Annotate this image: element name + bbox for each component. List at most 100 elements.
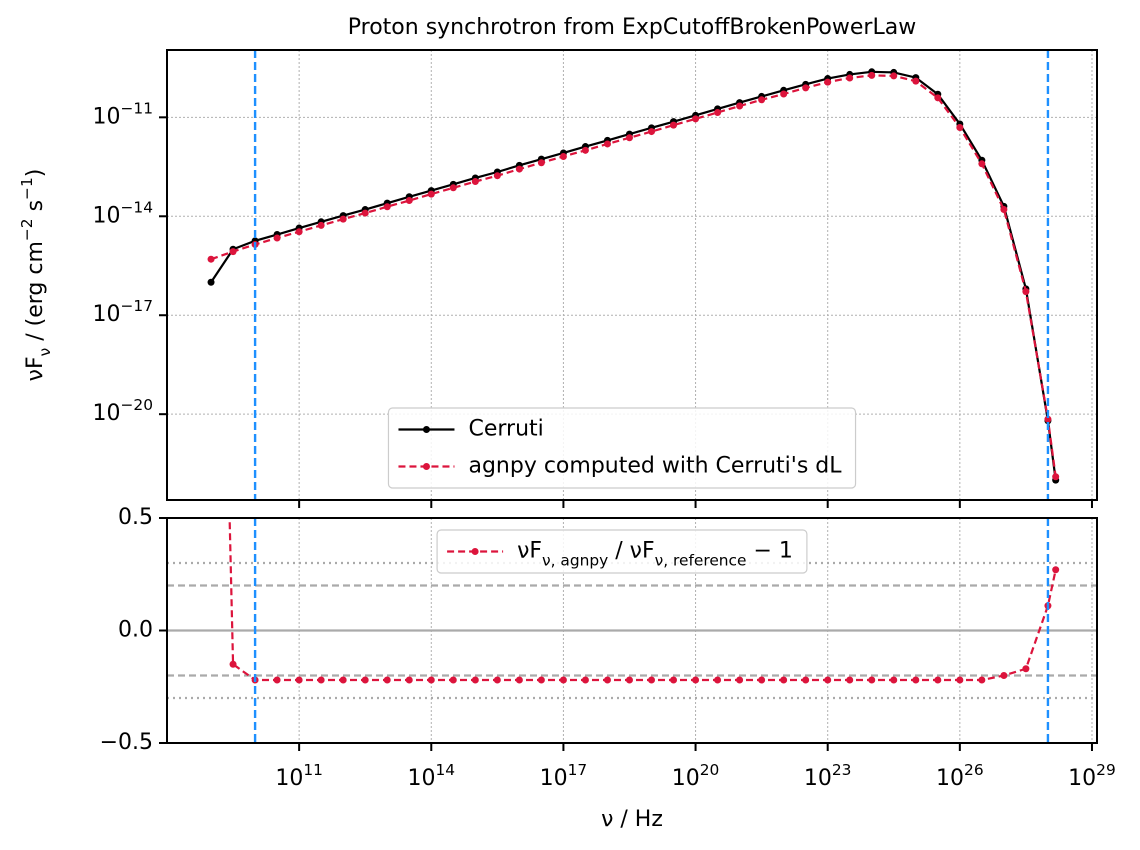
data-point [648,676,656,684]
data-point [780,676,788,684]
data-point [1052,473,1060,481]
data-point [846,676,854,684]
data-point [978,160,986,168]
data-point [427,676,435,684]
data-point [603,140,611,148]
data-point [361,209,369,217]
data-point [427,190,435,198]
data-point [339,215,347,223]
plot-area [228,518,1060,684]
data-point [912,77,920,85]
data-point [1044,415,1052,423]
data-point [449,184,457,192]
y-tick-label: 10−17 [93,297,153,328]
data-point [339,676,347,684]
data-point [273,676,281,684]
data-point [471,178,479,186]
data-point [625,134,633,142]
data-point [1000,206,1008,214]
data-point [780,90,788,98]
data-point [758,676,766,684]
data-point [405,197,413,205]
legend-label: agnpy computed with Cerruti's dL [468,454,842,479]
data-point [1000,672,1008,679]
data-point [736,676,744,684]
series-line [210,70,1057,481]
data-point [1022,665,1030,673]
legend-marker [422,463,430,470]
x-tick-label: 1014 [407,761,455,792]
data-point [207,255,215,263]
chart-title: Proton synchrotron from ExpCutoffBrokenP… [348,15,916,40]
data-point [934,94,942,102]
x-tick-label: 1020 [672,761,720,792]
data-point [802,84,810,92]
data-point [493,172,501,180]
x-tick-label: 1017 [540,761,588,792]
series-line [228,518,1057,682]
y-tick-label: 10−20 [93,396,153,427]
data-point [295,228,303,236]
data-point [956,676,964,684]
data-point [361,676,369,684]
data-point [802,676,810,684]
data-point [824,676,832,684]
legend-label: Cerruti [468,417,543,442]
data-point [537,676,545,684]
axes-frame [166,49,1098,501]
y-tick-label: 0.0 [118,618,153,643]
x-tick-label: 1029 [1068,761,1116,792]
data-point [581,146,589,154]
data-point [559,152,567,160]
data-point [295,676,303,684]
data-point [1052,566,1060,574]
data-point [890,72,898,80]
x-axis-label: ν / Hz [601,807,663,832]
data-point [934,676,942,684]
legend-box [436,529,808,574]
data-point [868,71,876,79]
data-point [714,109,722,117]
data-point [317,676,325,684]
data-point [890,676,898,684]
data-point [229,248,237,256]
data-point [912,676,920,684]
data-point [537,159,545,167]
data-point [714,676,722,684]
data-point [383,203,391,211]
data-point [559,676,567,684]
data-point [273,234,281,242]
data-point [868,676,876,684]
data-point [670,676,678,684]
legend-box [387,407,857,489]
data-point [692,115,700,123]
data-point [229,660,237,668]
x-tick-label: 1026 [936,761,984,792]
y-tick-label: 0.5 [118,505,153,530]
data-point [824,78,832,86]
x-tick-label: 1011 [275,761,323,792]
data-point [736,102,744,110]
data-point [758,96,766,104]
data-point [471,676,479,684]
data-point [956,124,964,132]
data-point [670,121,678,129]
data-point [846,74,854,82]
y-tick-label: 10−14 [93,198,153,229]
data-point [493,676,501,684]
data-point [692,676,700,684]
y-axis-label: νFν / (erg cm−2 s−1) [18,169,54,382]
series-line [210,74,1057,477]
y-tick-label: 10−11 [93,99,153,130]
data-point [581,676,589,684]
plot-area [207,68,1060,484]
data-point [648,128,656,136]
data-point [317,221,325,229]
data-point [207,278,215,286]
legend: νFν, agnpy / νFν, reference − 1 [436,529,808,574]
legend-label: νFν, agnpy / νFν, reference − 1 [517,539,793,570]
data-point [1022,288,1030,296]
data-point [625,676,633,684]
